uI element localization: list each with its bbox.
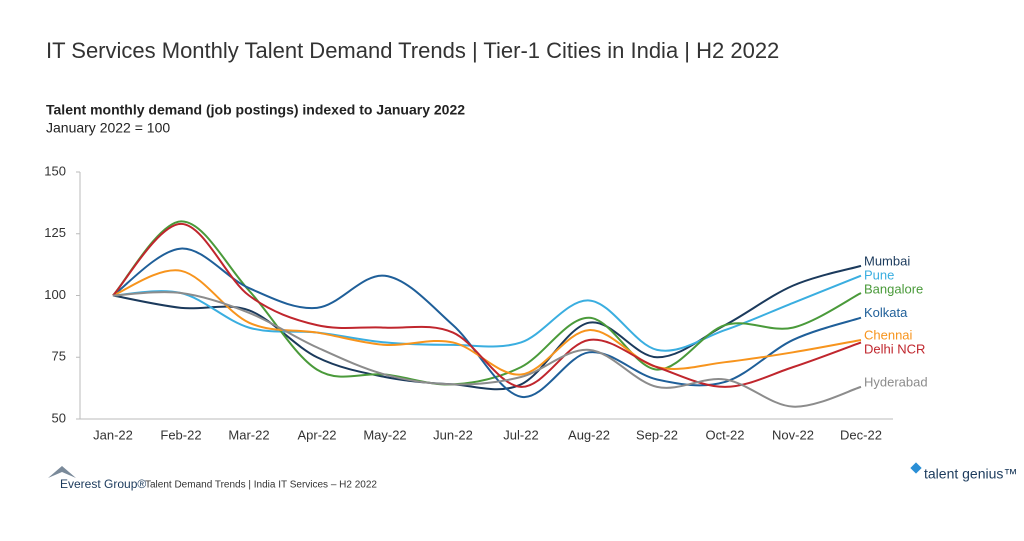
y-tick-label: 125 xyxy=(44,225,66,240)
chart-note: January 2022 = 100 xyxy=(46,120,170,136)
x-tick-label: Feb-22 xyxy=(160,427,201,442)
y-tick-label: 100 xyxy=(44,287,66,302)
x-tick-label: Dec-22 xyxy=(840,427,882,442)
x-tick-label: Oct-22 xyxy=(705,427,744,442)
x-tick-label: Aug-22 xyxy=(568,427,610,442)
legend-label: Pune xyxy=(864,267,894,282)
x-tick-label: Apr-22 xyxy=(297,427,336,442)
x-tick-label: Sep-22 xyxy=(636,427,678,442)
x-tick-label: Nov-22 xyxy=(772,427,814,442)
series-line xyxy=(112,269,862,376)
x-tick-label: Jun-22 xyxy=(433,427,473,442)
x-tick-label: Jul-22 xyxy=(503,427,538,442)
chart-subtitle: Talent monthly demand (job postings) ind… xyxy=(46,102,465,118)
legend-label: Mumbai xyxy=(864,253,910,268)
source: Talent Demand Trends | India IT Services… xyxy=(145,480,377,491)
legend-label: Delhi NCR xyxy=(864,341,925,356)
x-tick-label: Mar-22 xyxy=(228,427,269,442)
brand-icon xyxy=(48,466,76,478)
series-line xyxy=(112,291,862,408)
series-line xyxy=(112,220,862,386)
y-tick-label: 50 xyxy=(52,410,66,425)
chart-title: IT Services Monthly Talent Demand Trends… xyxy=(46,38,779,63)
logo-icon xyxy=(910,462,922,474)
legend-label: Chennai xyxy=(864,327,913,342)
logo: talent genius™ xyxy=(924,466,1017,482)
legend-label: Hyderabad xyxy=(864,374,928,389)
series-line xyxy=(112,247,862,398)
y-tick-label: 75 xyxy=(52,349,66,364)
legend-label: Kolkata xyxy=(864,305,908,320)
series-line xyxy=(112,222,862,388)
y-tick-label: 150 xyxy=(44,163,66,178)
legend-label: Bangalore xyxy=(864,281,923,296)
x-tick-label: Jan-22 xyxy=(93,427,133,442)
brand: Everest Group® xyxy=(60,477,146,491)
series-line xyxy=(112,274,862,352)
x-tick-label: May-22 xyxy=(363,427,406,442)
